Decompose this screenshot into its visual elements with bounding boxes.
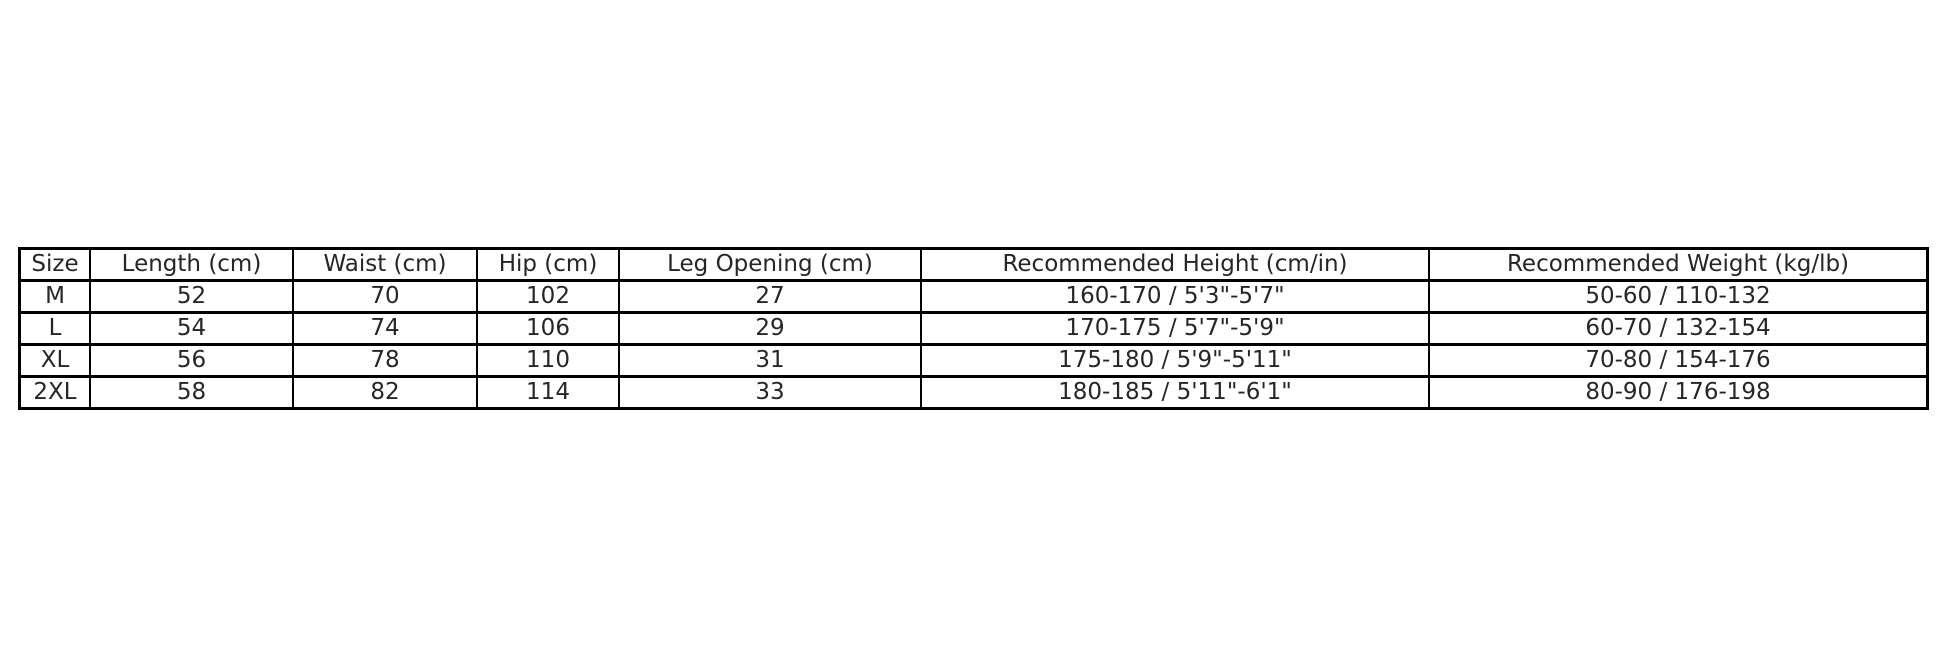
column-header-leg-opening-cm: Leg Opening (cm): [618, 247, 922, 282]
table-cell: 29: [618, 311, 922, 346]
size-cell: M: [18, 279, 91, 314]
table-cell: 27: [618, 279, 922, 314]
table-cell: 170-175 / 5'7"-5'9": [920, 311, 1430, 346]
column-header-hip-cm: Hip (cm): [476, 247, 620, 282]
table-cell: 70-80 / 154-176: [1428, 343, 1929, 378]
size-chart-header: Size Length (cm) Waist (cm) Hip (cm) Leg Ope…: [18, 247, 1929, 282]
table-row-l: L 54 74 106 29 170-175 / 5'7"-5'9" 60-70 / 132…: [18, 311, 1929, 346]
column-header-waist-cm: Waist (cm): [292, 247, 478, 282]
table-cell: 31: [618, 343, 922, 378]
table-cell: 56: [89, 343, 294, 378]
header-row: Size Length (cm) Waist (cm) Hip (cm) Leg Ope…: [18, 247, 1929, 282]
column-header-size: Size: [18, 247, 91, 282]
table-cell: 114: [476, 375, 620, 410]
table-cell: 80-90 / 176-198: [1428, 375, 1929, 410]
table-cell: 60-70 / 132-154: [1428, 311, 1929, 346]
table-cell: 74: [292, 311, 478, 346]
table-cell: 102: [476, 279, 620, 314]
table-cell: 50-60 / 110-132: [1428, 279, 1929, 314]
table-cell: 160-170 / 5'3"-5'7": [920, 279, 1430, 314]
column-header-recommended-weight-kg-lb: Recommended Weight (kg/lb): [1428, 247, 1929, 282]
size-chart-table: Size Length (cm) Waist (cm) Hip (cm) Leg Ope…: [18, 247, 1929, 410]
table-cell: 58: [89, 375, 294, 410]
table-cell: 70: [292, 279, 478, 314]
table-cell: 54: [89, 311, 294, 346]
table-row-xl: XL 56 78 110 31 175-180 / 5'9"-5'11" 70-80 / 1…: [18, 343, 1929, 378]
size-chart-image: Size Length (cm) Waist (cm) Hip (cm) Leg Ope…: [18, 247, 1929, 410]
table-cell: 33: [618, 375, 922, 410]
table-cell: 180-185 / 5'11"-6'1": [920, 375, 1430, 410]
size-cell: 2XL: [18, 375, 91, 410]
table-row-2xl: 2XL 58 82 114 33 180-185 / 5'11"-6'1" 80-90 / …: [18, 375, 1929, 410]
table-cell: 106: [476, 311, 620, 346]
table-cell: 82: [292, 375, 478, 410]
table-cell: 52: [89, 279, 294, 314]
size-cell: L: [18, 311, 91, 346]
table-cell: 78: [292, 343, 478, 378]
table-cell: 110: [476, 343, 620, 378]
column-header-length-cm: Length (cm): [89, 247, 294, 282]
size-chart-body: M 52 70 102 27 160-170 / 5'3"-5'7" 50-60 / 110…: [18, 279, 1929, 410]
column-header-recommended-height-cm-in: Recommended Height (cm/in): [920, 247, 1430, 282]
size-cell: XL: [18, 343, 91, 378]
table-row-m: M 52 70 102 27 160-170 / 5'3"-5'7" 50-60 / 110…: [18, 279, 1929, 314]
table-cell: 175-180 / 5'9"-5'11": [920, 343, 1430, 378]
